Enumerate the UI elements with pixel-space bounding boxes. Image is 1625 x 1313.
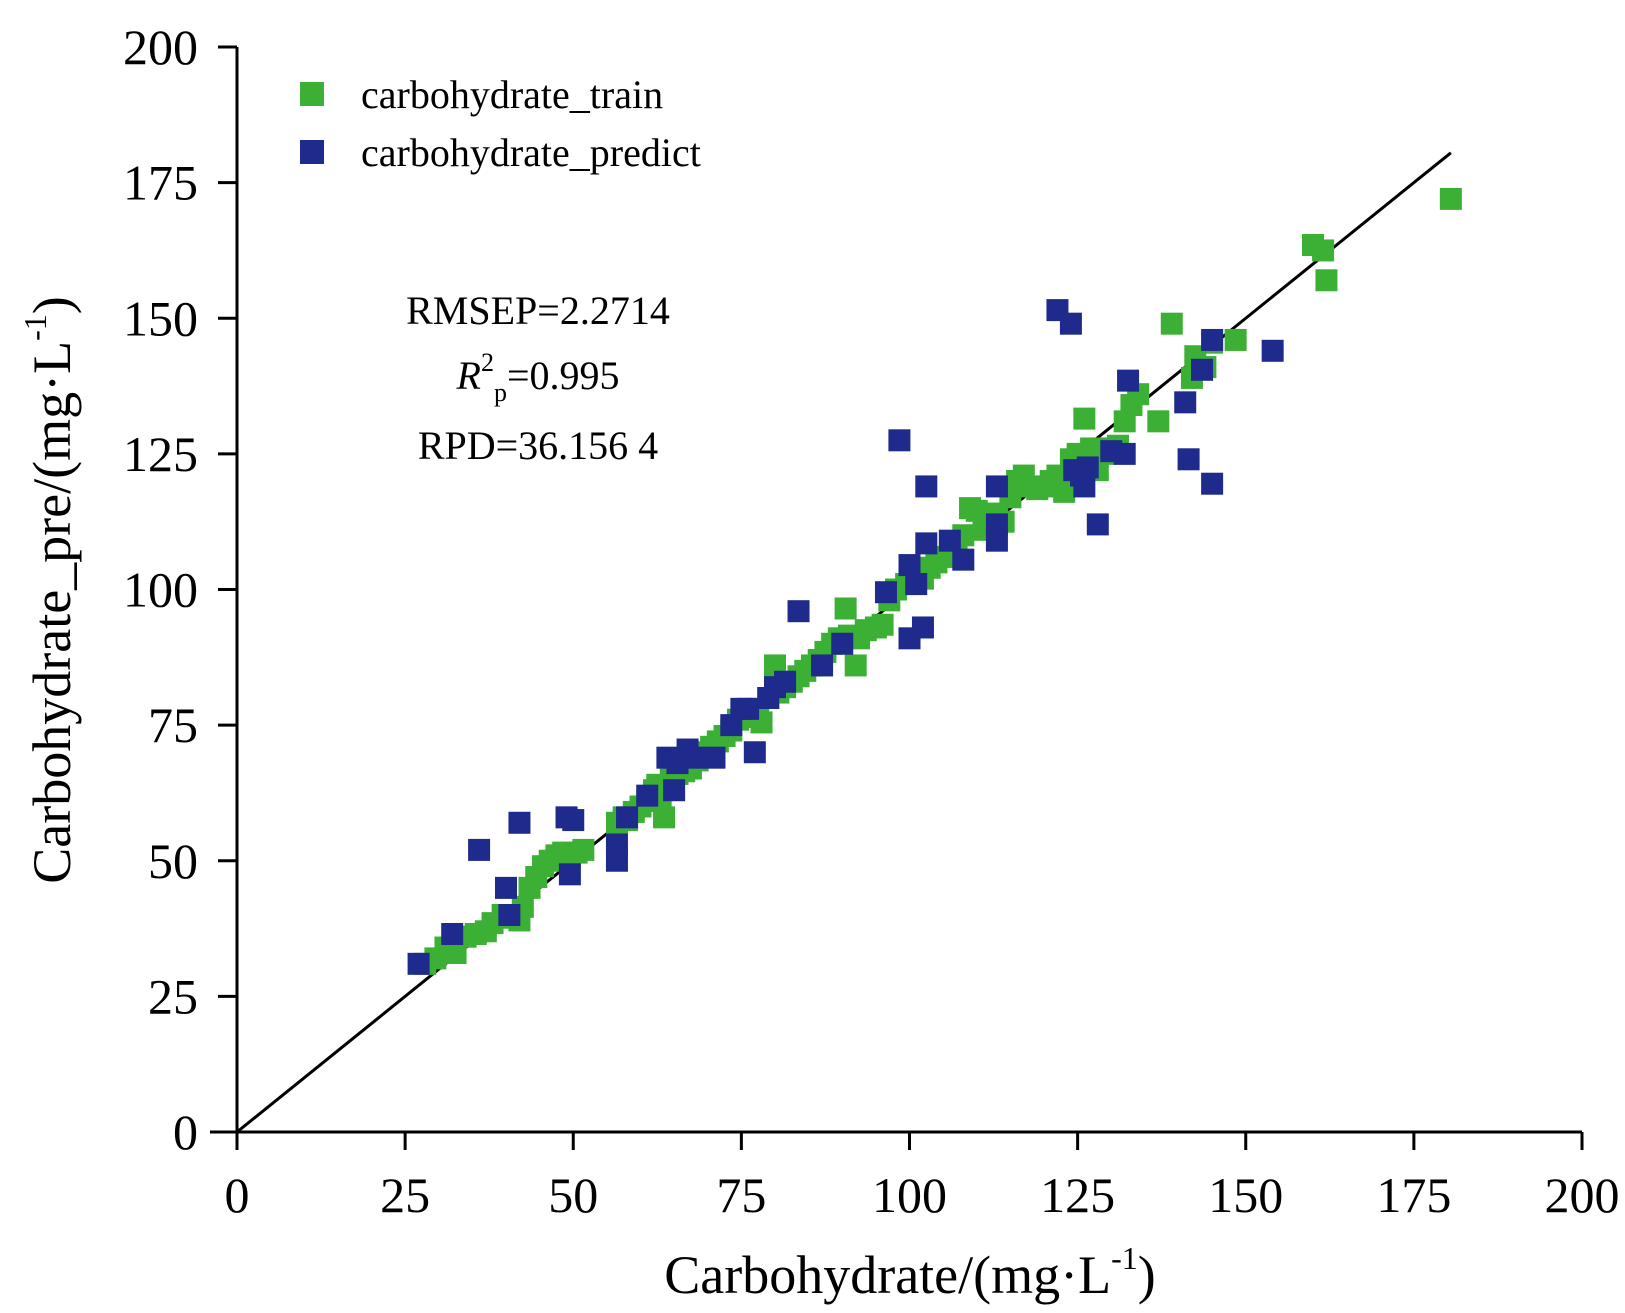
predict-point [605,833,628,856]
x-tick-label: 175 [1376,1167,1451,1223]
train-point [1147,410,1170,433]
y-tick-label: 125 [123,426,198,482]
x-tick-label: 100 [872,1167,947,1223]
predict-point [874,581,897,604]
predict-point [1191,358,1214,381]
y-tick-label: 25 [148,968,198,1024]
predict-point [915,475,938,498]
y-tick-label: 150 [123,290,198,346]
train-point [844,654,867,677]
predict-point [441,922,464,945]
y-ticks: 0 25 50 75 100 125 150 175 200 [123,19,237,1160]
legend-marker-predict [300,140,324,164]
predict-point [468,838,491,861]
y-tick-label: 175 [123,155,198,211]
predict-point [508,811,531,834]
rmsep-text: RMSEP=2.2714 [406,288,670,333]
x-tick-label: 125 [1040,1167,1115,1223]
predict-point [888,429,911,452]
axes [210,47,1582,1150]
predict-point [636,784,659,807]
predict-point [495,876,517,899]
predict-point [831,632,854,655]
legend-label-predict: carbohydrate_predict [361,130,701,175]
predict-point [898,554,921,577]
train-point [1439,187,1462,210]
legend-marker-train [300,82,324,106]
train-point [1312,239,1335,262]
legend-label-train: carbohydrate_train [361,72,663,117]
predict-point [811,654,834,677]
predict-point [1113,442,1136,465]
predict-point [1073,475,1096,498]
train-point [1160,312,1183,335]
rpd-text: RPD=36.156 4 [418,423,658,468]
y-tick-label: 75 [148,697,198,753]
predict-point [1174,391,1197,414]
predict-point [1261,339,1284,362]
predict-point [787,600,810,623]
predict-point [905,573,928,596]
predict-point [1177,448,1200,471]
x-tick-label: 150 [1208,1167,1283,1223]
x-tick-label: 75 [716,1167,766,1223]
train-point [1224,328,1247,351]
train-point [653,806,676,829]
x-tick-label: 200 [1545,1167,1620,1223]
train-point [1073,407,1096,430]
predict-point [558,863,581,886]
predict-point [743,741,766,764]
predict-point [663,779,686,802]
r2-text: R2p=0.995 [456,348,620,407]
predict-point [938,529,961,552]
predict-point [1201,472,1224,495]
y-axis-title: Carbohydrate_pre/(mg·L-1) [17,296,82,883]
train-point [1315,269,1338,292]
predict-point [915,532,938,555]
predict-point [1059,312,1082,335]
x-ticks: 0 25 50 75 100 125 150 175 200 [225,1132,1620,1223]
legend: carbohydrate_train carbohydrate_predict [300,72,701,175]
predict-point [703,746,726,769]
predict-point [985,529,1008,552]
x-tick-label: 0 [225,1167,250,1223]
predict-point [774,670,797,693]
train-point [1053,480,1076,503]
train-point [572,838,595,861]
y-tick-label: 50 [148,833,198,889]
statistics-annotation: RMSEP=2.2714 R2p=0.995 RPD=36.156 4 [406,288,670,468]
predict-point [1201,328,1224,351]
series-carbohydrate_predict [407,299,1284,975]
predict-point [985,475,1008,498]
predict-point [683,746,706,769]
predict-point [407,952,430,975]
x-axis-title: Carbohydrate/(mg·L-1) [664,1240,1156,1305]
predict-point [737,697,760,720]
predict-point [562,809,585,832]
y-tick-label: 0 [173,1104,198,1160]
train-point [834,597,857,620]
predict-point [1086,513,1109,536]
predict-point [1076,456,1099,479]
predict-point [616,806,639,829]
x-tick-label: 50 [548,1167,598,1223]
predict-point [911,616,934,639]
y-tick-label: 200 [123,19,198,75]
y-tick-label: 100 [123,562,198,618]
x-tick-label: 25 [380,1167,430,1223]
predict-point [498,904,521,926]
predict-point [952,548,975,571]
train-point [871,613,894,636]
data-points [407,187,1462,975]
predict-point [1117,369,1140,392]
